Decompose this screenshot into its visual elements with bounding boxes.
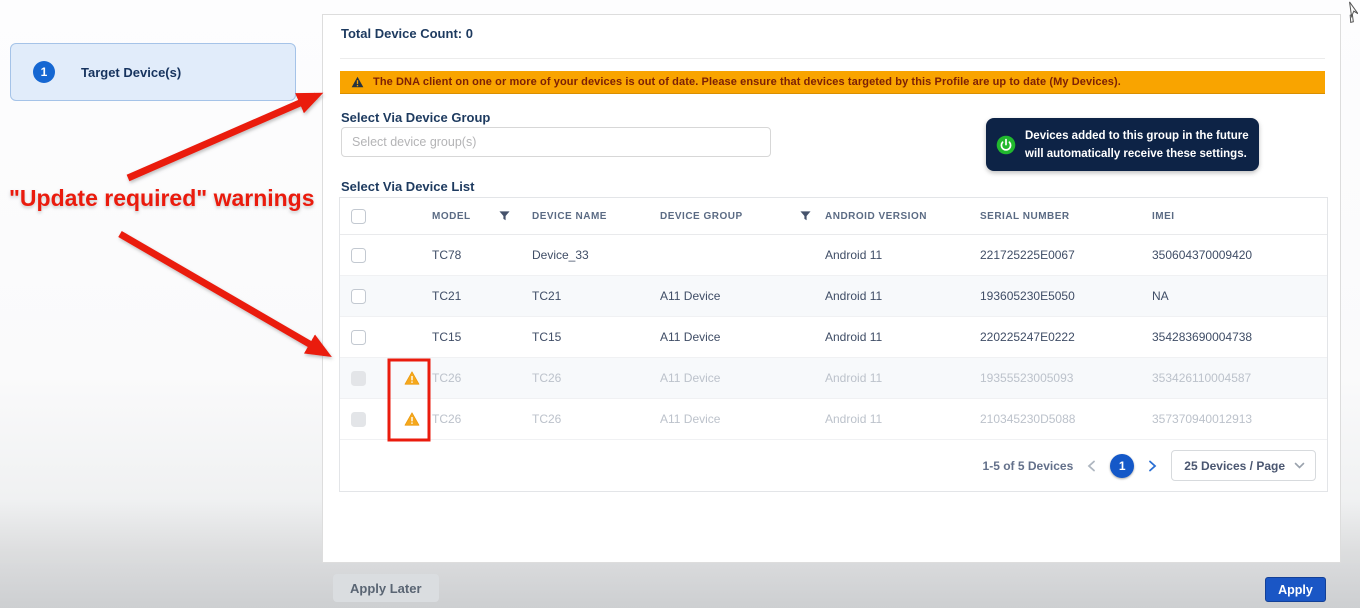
table-row: TC78 Device_33 Android 11 221725225E0067… (340, 235, 1327, 276)
cell-device-name: TC21 (532, 289, 562, 303)
row-checkbox[interactable] (351, 247, 366, 263)
cell-serial-number: 193605230E5050 (980, 289, 1075, 303)
annotation-arrow-rows (118, 230, 332, 358)
pagination-next-button[interactable] (1148, 460, 1157, 472)
per-page-select[interactable]: 25 Devices / Page (1171, 450, 1316, 481)
select-device-list-label: Select Via Device List (341, 179, 475, 194)
cell-imei: 354283690004738 (1152, 330, 1253, 344)
table-row-outdated: TC26 TC26 A11 Device Android 11 35737094… (340, 399, 1327, 440)
callout-line-2: will automatically receive these setting… (1025, 147, 1247, 160)
group-info-callout: Devices added to this group in the futur… (986, 118, 1259, 171)
callout-text: Devices added to this group in the futur… (1025, 127, 1249, 163)
pagination-page-1[interactable]: 1 (1110, 453, 1135, 478)
cell-imei: 353426110004587 (1152, 371, 1252, 385)
target-devices-panel: Total Device Count: 0 The DNA client on … (322, 14, 1341, 563)
total-device-count: Total Device Count: 0 (341, 26, 473, 41)
cell-device-name: TC15 (532, 330, 562, 344)
cell-device-group: A11 Device (660, 330, 721, 344)
select-all-checkbox[interactable] (351, 208, 366, 224)
cell-serial-number: 221725225E0067 (980, 248, 1075, 262)
apply-button[interactable]: Apply (1265, 577, 1326, 602)
header-android-version[interactable]: ANDROID VERSION (825, 210, 927, 222)
header-model[interactable]: MODEL (392, 198, 532, 234)
cell-android-version: Android 11 (825, 330, 883, 344)
update-required-warning-icon (404, 371, 420, 385)
cell-android-version: Android 11 (825, 248, 883, 262)
pagination-bar: 1-5 of 5 Devices 1 25 Devices / Page (340, 440, 1327, 491)
cell-model: TC78 (432, 248, 462, 262)
cell-device-group: A11 Device (660, 371, 721, 385)
mouse-cursor-icon (1349, 1, 1358, 23)
table-header-row: MODEL DEVICE NAME DEVICE GROUP ANDROID V… (340, 198, 1327, 235)
power-circle-icon (996, 135, 1016, 154)
row-checkbox[interactable] (351, 288, 366, 304)
header-device-group[interactable]: DEVICE GROUP (660, 211, 825, 222)
apply-later-button[interactable]: Apply Later (333, 574, 439, 602)
cell-android-version: Android 11 (825, 412, 883, 426)
cell-android-version: Android 11 (825, 289, 883, 303)
select-device-group-label: Select Via Device Group (341, 110, 491, 125)
cell-serial-number: 210345230D5088 (980, 412, 1076, 426)
table-row: TC15 TC15 A11 Device Android 11 22022524… (340, 317, 1327, 358)
cell-device-group: A11 Device (660, 412, 721, 426)
cell-model: TC15 (432, 330, 462, 344)
cell-device-name: TC26 (532, 371, 562, 385)
cell-model: TC26 (432, 371, 462, 385)
pagination-prev-button[interactable] (1087, 460, 1096, 472)
step-card-target-devices[interactable]: 1 Target Device(s) (10, 43, 296, 101)
device-group-input[interactable] (341, 127, 771, 157)
filter-icon-model[interactable] (499, 211, 510, 222)
pagination-range: 1-5 of 5 Devices (982, 458, 1074, 473)
cell-model: TC21 (432, 289, 462, 303)
cell-android-version: Android 11 (825, 371, 883, 385)
annotation-label: "Update required" warnings (9, 185, 315, 211)
warning-triangle-icon (351, 76, 364, 88)
device-table: MODEL DEVICE NAME DEVICE GROUP ANDROID V… (339, 197, 1328, 492)
step-label: Target Device(s) (81, 64, 182, 80)
cell-imei: 350604370009420 (1152, 248, 1253, 262)
cell-imei: NA (1152, 289, 1169, 303)
row-checkbox-disabled (351, 370, 366, 386)
chevron-down-icon (1294, 462, 1305, 469)
cell-serial-number: 220225247E0222 (980, 330, 1075, 344)
cell-device-name: TC26 (532, 412, 562, 426)
cell-imei: 357370940012913 (1152, 412, 1253, 426)
header-device-name[interactable]: DEVICE NAME (532, 210, 607, 222)
cell-device-group: A11 Device (660, 289, 721, 303)
row-checkbox-disabled (351, 411, 366, 427)
header-imei[interactable]: IMEI (1152, 210, 1175, 222)
row-checkbox[interactable] (351, 329, 366, 345)
table-row-outdated: TC26 TC26 A11 Device Android 11 19355523… (340, 358, 1327, 399)
header-checkbox-cell (340, 208, 392, 224)
callout-line-1: Devices added to this group in the futur… (1025, 129, 1249, 142)
cell-serial-number: 19355523005093 (980, 371, 1074, 385)
cell-model: TC26 (432, 412, 462, 426)
dna-outdated-warning-banner: The DNA client on one or more of your de… (340, 71, 1325, 94)
panel-divider (340, 58, 1325, 59)
update-required-warning-icon (404, 412, 420, 426)
table-row: TC21 TC21 A11 Device Android 11 19360523… (340, 276, 1327, 317)
banner-text: The DNA client on one or more of your de… (373, 76, 1121, 88)
header-serial-number[interactable]: SERIAL NUMBER (980, 210, 1070, 222)
annotation-arrow-banner (126, 92, 324, 182)
step-number-badge: 1 (33, 61, 55, 83)
footer-bar (0, 563, 1360, 608)
cell-device-name: Device_33 (532, 248, 589, 262)
filter-icon-device-group[interactable] (800, 211, 811, 222)
